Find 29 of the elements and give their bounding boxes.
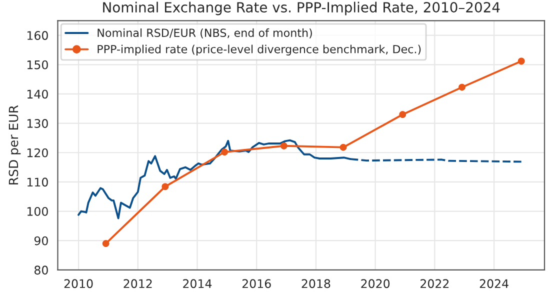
y-tick-label: 120	[27, 148, 48, 158]
x-tick-label: 2022	[420, 279, 449, 288]
point	[458, 84, 466, 91]
x-tick-label: 2014	[183, 279, 212, 288]
y-tick-label: 80	[34, 266, 48, 275]
y-tick-label: 100	[27, 206, 48, 216]
x-tick-label: 2020	[361, 279, 390, 288]
y-tick-label: 140	[27, 90, 48, 99]
x-tick-label: 2016	[242, 279, 271, 288]
point	[162, 183, 169, 190]
point	[518, 58, 525, 65]
point	[221, 148, 228, 156]
y-tick-label: 90	[34, 236, 48, 246]
y-axis-title: RSD per EUR	[8, 105, 21, 184]
y-tick-label: 160	[27, 31, 48, 40]
x-tick-label: 2018	[302, 279, 330, 288]
point	[340, 144, 347, 151]
x-tick-label: 2012	[124, 279, 152, 288]
y-tick-label: 110	[27, 178, 48, 187]
chart-title: Nominal Exchange Rate vs. PPP-Implied Rate, 2010–2024	[103, 2, 500, 16]
x-tick-label: 2010	[64, 279, 93, 288]
point	[102, 240, 110, 248]
legend-label: Nominal RSD/EUR (NBS, end of month)	[98, 28, 312, 38]
point	[280, 142, 288, 150]
y-tick-label: 150	[27, 60, 48, 70]
y-tick-label: 130	[27, 119, 48, 128]
x-tick-label: 2024	[480, 279, 508, 288]
legend-label: PPP-implied rate (price-level divergence benchmark, Dec.)	[98, 44, 421, 56]
point	[399, 111, 406, 118]
